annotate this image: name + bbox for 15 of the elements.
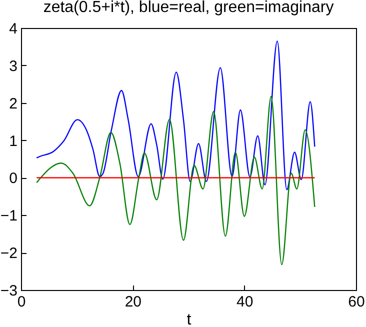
x-tick-label: 40 xyxy=(236,294,254,310)
y-tick-label: −1 xyxy=(0,208,18,225)
line-series xyxy=(36,40,316,190)
chart-title: zeta(0.5+i*t), blue=real, green=imaginary xyxy=(43,0,334,16)
line-series xyxy=(36,96,316,266)
y-tick-label: −3 xyxy=(0,282,18,300)
y-tick-label: −2 xyxy=(0,245,18,262)
y-tick-label: 0 xyxy=(9,170,18,188)
x-tick-label: 20 xyxy=(124,294,142,310)
y-tick-label: 3 xyxy=(9,58,18,75)
y-tick-label: 2 xyxy=(9,95,18,112)
y-tick-label: 4 xyxy=(9,20,18,38)
x-axis-title: t xyxy=(186,312,192,327)
x-tick-label: 60 xyxy=(348,294,365,310)
y-tick-label: 1 xyxy=(9,132,18,150)
